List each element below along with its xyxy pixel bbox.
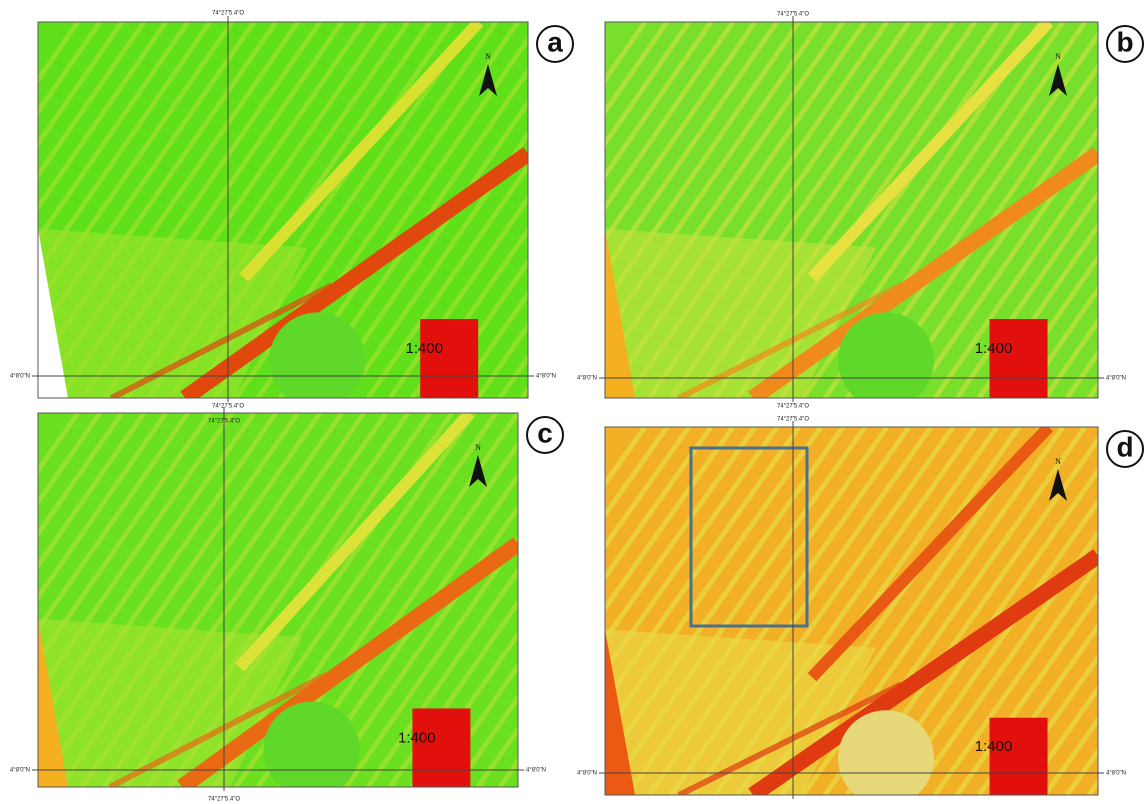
longitude-label: 74°27'5.4"O	[777, 404, 809, 410]
crop-row	[1111, 427, 1145, 795]
building	[990, 718, 1048, 798]
longitude-label: 74°27'5.4"O	[212, 11, 244, 17]
north-label: N	[1055, 52, 1061, 61]
crop-row	[1111, 22, 1145, 398]
scale-label: 1:400	[398, 729, 436, 746]
figure: 74°27'5.4"O 74°27'5.4"O 4°8'0"N 4°8'0"N 1:40…	[0, 0, 1145, 804]
tree-crown	[269, 312, 365, 408]
crop-row	[1133, 22, 1145, 398]
latitude-label: 4°8'0"N	[577, 771, 597, 777]
latitude-label: 4°8'0"N	[536, 374, 556, 380]
building	[420, 319, 478, 399]
longitude-label: 74°27'5.4"O	[208, 797, 240, 803]
scale-label: 1:400	[406, 340, 444, 357]
crop-row	[1133, 427, 1145, 795]
building	[412, 708, 470, 788]
latitude-label: 4°8'0"N	[577, 376, 597, 382]
latitude-label: 4°8'0"N	[10, 768, 30, 774]
north-label: N	[1055, 457, 1061, 466]
longitude-label: 74°27'5.4"O	[208, 419, 240, 425]
panel-letter: c	[537, 417, 553, 448]
scale-label: 1:400	[975, 738, 1013, 755]
longitude-label: 74°27'5.4"O	[777, 417, 809, 423]
scale-label: 1:400	[975, 340, 1013, 357]
latitude-label: 4°8'0"N	[1106, 771, 1126, 777]
panel-letter: a	[547, 26, 563, 57]
tree-crown	[264, 702, 360, 798]
panel-letter: d	[1116, 431, 1133, 462]
latitude-label: 4°8'0"N	[526, 768, 546, 774]
latitude-label: 4°8'0"N	[10, 374, 30, 380]
tree-crown	[838, 312, 934, 408]
building	[990, 319, 1048, 399]
longitude-label: 74°27'5.4"O	[777, 12, 809, 18]
tree-crown	[838, 710, 934, 804]
north-label: N	[485, 52, 491, 61]
north-label: N	[475, 443, 481, 452]
latitude-label: 4°8'0"N	[1106, 376, 1126, 382]
panel-letter: b	[1116, 26, 1133, 57]
longitude-label: 74°27'5.4"O	[212, 404, 244, 410]
